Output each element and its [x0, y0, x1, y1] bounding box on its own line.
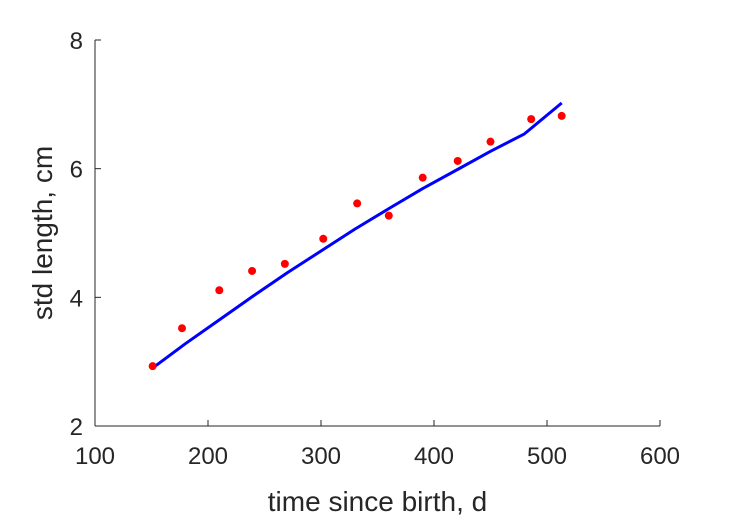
data-point	[353, 199, 362, 208]
data-point	[418, 173, 427, 182]
data-point	[557, 111, 566, 120]
labels-layer: 100 200 300 400 500 600 2 4 6 8 time since birth, …	[27, 28, 680, 517]
x-tick-label: 500	[527, 443, 567, 470]
data-point	[453, 156, 462, 165]
axes	[94, 39, 661, 427]
y-axis-title: std length, cm	[27, 146, 58, 320]
y-tick-label: 2	[70, 414, 83, 441]
data-point	[486, 137, 495, 146]
data-point	[527, 115, 536, 124]
data-points-layer	[148, 111, 566, 371]
data-point	[384, 211, 393, 220]
x-tick-label: 600	[640, 443, 680, 470]
data-point	[319, 234, 328, 243]
x-tick-label: 100	[75, 443, 115, 470]
fit-line	[151, 101, 563, 370]
x-axis-title: time since birth, d	[268, 486, 487, 517]
y-tick-label: 4	[70, 285, 83, 312]
data-point	[178, 324, 187, 333]
x-tick-label: 200	[188, 443, 228, 470]
x-tick-label: 300	[301, 443, 341, 470]
data-point	[215, 286, 224, 295]
x-tick-label: 400	[414, 443, 454, 470]
y-tick-label: 8	[70, 28, 83, 55]
y-tick-label: 6	[70, 157, 83, 184]
data-point	[148, 362, 157, 371]
data-point	[280, 259, 289, 268]
data-point	[248, 266, 257, 275]
fit-line-layer	[151, 101, 563, 370]
